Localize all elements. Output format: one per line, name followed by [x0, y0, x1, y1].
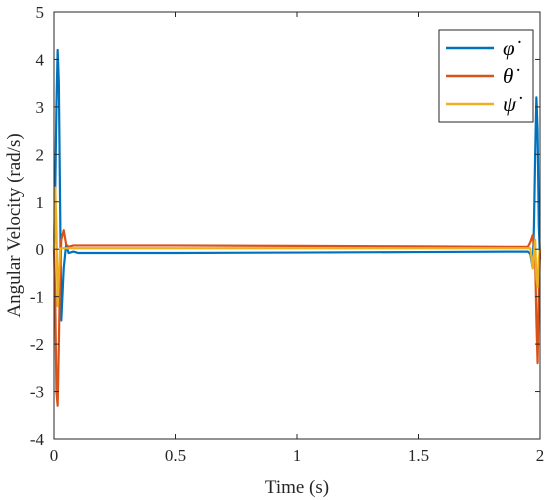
- y-tick-label: -1: [30, 288, 44, 307]
- legend: φ̇θ̇ψ̇: [438, 29, 534, 123]
- y-axis-title: Angular Velocity (rad/s): [4, 133, 25, 317]
- ticks-layer: 0 0.5 1 1.5 2 -4 -3 -2 -1 0 1 2 3 4 5: [30, 3, 544, 465]
- x-tick-label: 0.5: [165, 446, 186, 465]
- x-tick-label: 1: [293, 446, 302, 465]
- x-tick-label: 2: [536, 446, 545, 465]
- y-tick-label: 0: [36, 240, 45, 259]
- y-tick-label: 2: [36, 145, 45, 164]
- y-tick-label: 4: [36, 50, 45, 69]
- y-tick-label: -2: [30, 335, 44, 354]
- x-axis-title: Time (s): [265, 477, 329, 498]
- y-tick-label: 1: [36, 193, 45, 212]
- x-tick-label: 1.5: [408, 446, 429, 465]
- series-line-3: [52, 186, 542, 308]
- y-tick-label: 5: [36, 3, 45, 22]
- y-tick-label: 3: [36, 98, 45, 117]
- y-tick-label: -3: [30, 383, 44, 402]
- y-tick-label: -4: [30, 430, 45, 449]
- x-tick-label: 0: [50, 446, 59, 465]
